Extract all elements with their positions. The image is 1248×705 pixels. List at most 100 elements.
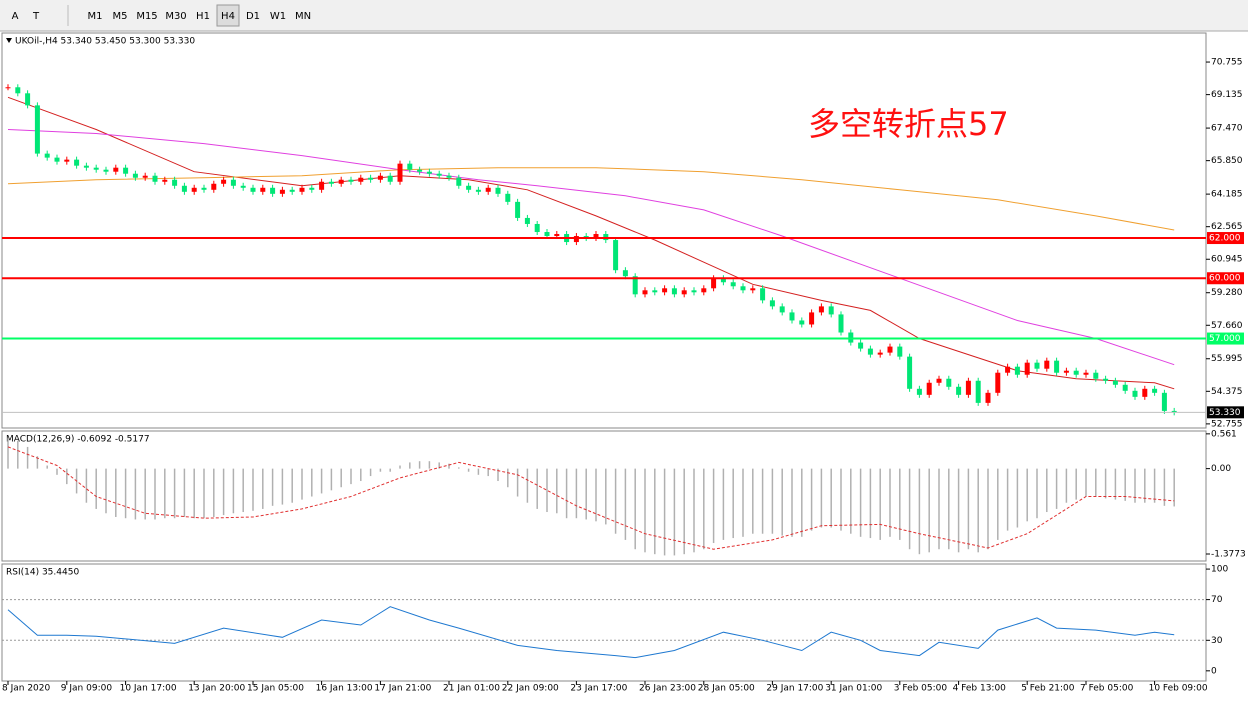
candle: [838, 314, 844, 333]
candle: [887, 346, 893, 353]
candle: [524, 217, 530, 224]
candle: [1063, 370, 1069, 373]
candle: [1054, 360, 1060, 373]
candle: [975, 380, 981, 403]
candle: [1152, 388, 1158, 393]
toolbar-label: D1: [246, 11, 260, 22]
candle: [299, 187, 305, 192]
candle: [769, 300, 775, 307]
y-tick-label: 64.185: [1211, 190, 1243, 200]
candle: [338, 179, 344, 184]
candle: [240, 185, 246, 188]
candle: [848, 332, 854, 343]
y-tick-label: -1.3773: [1211, 550, 1246, 560]
toolbar-button[interactable]: [267, 5, 289, 26]
candle: [211, 183, 217, 190]
toolbar-button[interactable]: [292, 5, 314, 26]
toolbar-label: M1: [88, 11, 103, 22]
x-tick-label: 9 Jan 09:00: [61, 684, 113, 694]
toolbar-button[interactable]: [163, 5, 189, 26]
candle: [319, 181, 325, 190]
toolbar-button[interactable]: [134, 5, 160, 26]
x-tick-label: 15 Jan 05:00: [247, 684, 304, 694]
candle: [1161, 392, 1167, 411]
toolbar-label: H4: [221, 11, 235, 22]
toolbar-button[interactable]: [242, 5, 264, 26]
candle: [113, 167, 119, 172]
toolbar-label: A: [12, 11, 19, 22]
candle: [123, 167, 129, 174]
candle: [436, 173, 442, 176]
candle: [1024, 362, 1030, 375]
y-tick-label: 57.660: [1211, 321, 1243, 331]
candle: [289, 189, 295, 192]
candle: [397, 163, 403, 182]
y-tick-label: 0.00: [1211, 464, 1231, 474]
candle: [1142, 388, 1148, 397]
candle: [132, 173, 138, 178]
candle: [632, 276, 638, 295]
x-tick-label: 10 Feb 09:00: [1149, 684, 1208, 694]
y-tick-label: 67.470: [1211, 124, 1243, 134]
candle: [279, 189, 285, 194]
candle: [809, 312, 815, 325]
y-tick-label: 52.755: [1211, 419, 1243, 429]
candle: [505, 193, 511, 202]
candle: [681, 290, 687, 295]
candle: [691, 290, 697, 293]
candle: [142, 175, 148, 178]
candle: [417, 169, 423, 172]
toolbar-button[interactable]: [6, 5, 24, 26]
y-tick-label: 70: [1211, 595, 1223, 605]
candle: [368, 177, 374, 180]
toolbar-label: W1: [270, 11, 286, 22]
y-tick-label: 30: [1211, 636, 1223, 646]
signal-line: [7, 446, 1175, 550]
candle: [603, 234, 609, 241]
toolbar-button[interactable]: [109, 5, 131, 26]
rsi-line: [7, 606, 1175, 659]
toolbar-label: M30: [165, 11, 186, 22]
candle: [181, 185, 187, 192]
candle: [270, 187, 276, 194]
main-panel: [1, 32, 1207, 429]
y-tick-label: 0: [1211, 666, 1217, 676]
candle: [466, 185, 472, 190]
candle: [260, 187, 266, 192]
candle: [544, 232, 550, 237]
candle: [495, 187, 501, 194]
candle: [740, 286, 746, 291]
x-tick-label: 3 Feb 05:00: [894, 684, 948, 694]
candle: [662, 288, 668, 293]
candle: [583, 236, 589, 239]
candle: [515, 201, 521, 218]
toolbar-label: MN: [295, 11, 311, 22]
candle: [250, 187, 256, 192]
candle: [701, 288, 707, 293]
x-tick-label: 21 Jan 01:00: [443, 684, 500, 694]
candle: [573, 236, 579, 243]
candle: [64, 159, 70, 162]
candle: [1122, 384, 1128, 391]
candle: [593, 234, 599, 239]
y-tick-label: 62.565: [1211, 222, 1243, 232]
level-tag: [1207, 332, 1244, 345]
candle: [83, 165, 89, 168]
candle: [309, 187, 315, 190]
candle: [730, 282, 736, 287]
candle: [1132, 390, 1138, 397]
chart-header: UKOil-,H4 53.340 53.450 53.300 53.330: [15, 37, 195, 47]
candle: [750, 288, 756, 291]
candle: [789, 312, 795, 321]
toolbar-button[interactable]: [27, 5, 45, 26]
toolbar-button[interactable]: [216, 4, 240, 27]
toolbar-button[interactable]: [84, 5, 106, 26]
toolbar-button[interactable]: [192, 5, 214, 26]
x-tick-label: 7 Feb 05:00: [1080, 684, 1134, 694]
candle: [828, 306, 834, 315]
candle: [907, 356, 913, 389]
candle: [54, 157, 60, 162]
level-tag: [1207, 232, 1244, 245]
x-tick-label: 10 Jan 17:00: [120, 684, 177, 694]
x-tick-label: 23 Jan 17:00: [570, 684, 627, 694]
